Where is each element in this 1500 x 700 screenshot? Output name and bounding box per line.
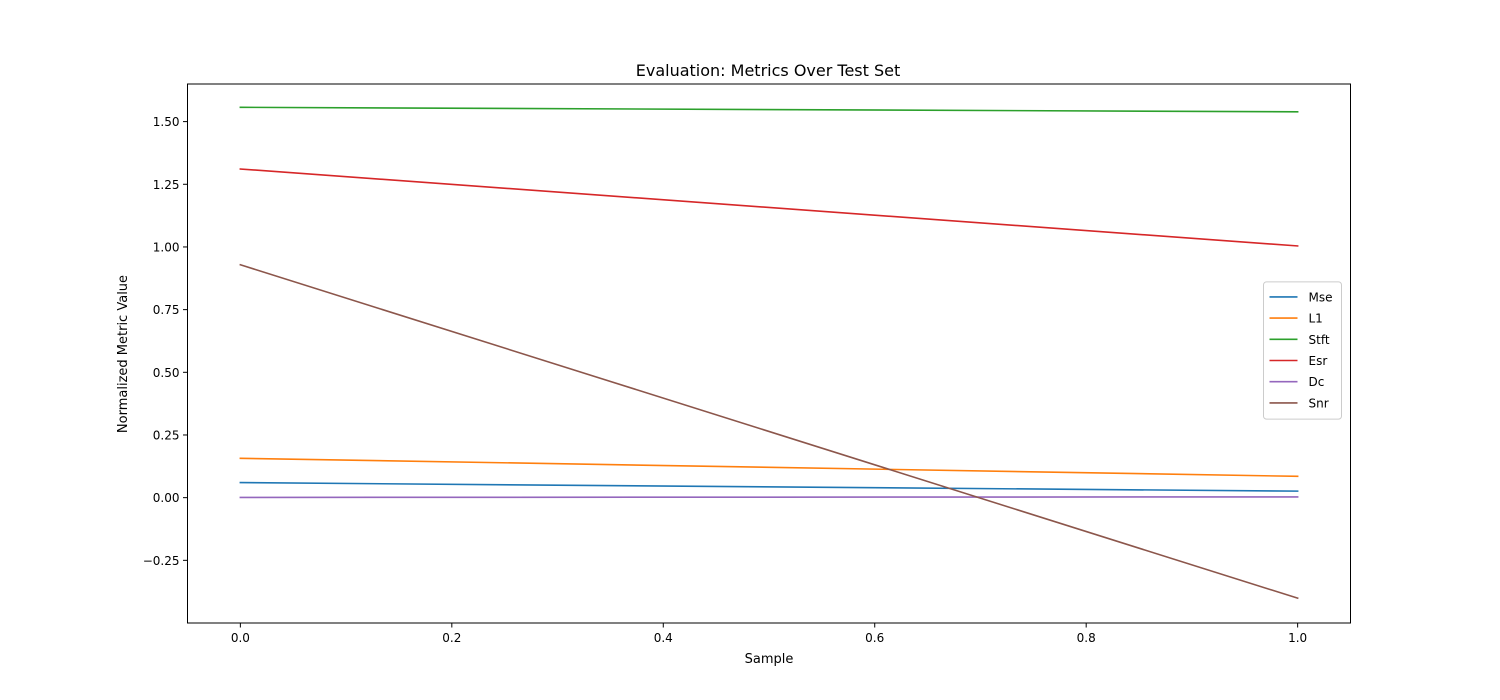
chart-title: Evaluation: Metrics Over Test Set bbox=[636, 61, 901, 80]
legend-box bbox=[1263, 281, 1342, 420]
series-line-esr bbox=[239, 168, 1299, 247]
y-tick-label: 1.00 bbox=[153, 240, 180, 254]
legend-label-l1: L1 bbox=[1309, 312, 1323, 326]
y-tick-label: 0.75 bbox=[153, 303, 180, 317]
y-tick-label: 0.00 bbox=[153, 491, 180, 505]
legend-label-stft: Stft bbox=[1309, 333, 1330, 347]
legend: Mse L1 Stft Esr Dc Snr bbox=[1263, 281, 1342, 420]
y-tick-label: 1.50 bbox=[153, 115, 180, 129]
x-tick-label: 0.8 bbox=[1077, 631, 1096, 645]
plot-area bbox=[187, 84, 1351, 623]
x-tick-label: 1.0 bbox=[1288, 631, 1307, 645]
x-tick-label: 0.4 bbox=[654, 631, 673, 645]
legend-label-snr: Snr bbox=[1309, 396, 1329, 410]
series-line-l1 bbox=[239, 457, 1299, 478]
y-tick-label: 0.50 bbox=[153, 366, 180, 380]
x-tick-label: 0.2 bbox=[442, 631, 461, 645]
series-line-stft bbox=[239, 106, 1299, 113]
x-axis: 0.0 0.2 0.4 0.6 0.8 1.0 bbox=[231, 623, 1307, 645]
y-tick-label: −0.25 bbox=[143, 554, 180, 568]
x-tick-label: 0.6 bbox=[865, 631, 884, 645]
series-line-snr bbox=[239, 263, 1299, 600]
y-tick-label: 1.25 bbox=[153, 178, 180, 192]
plot-frame bbox=[187, 83, 1351, 624]
series-line-mse bbox=[239, 481, 1299, 492]
legend-label-mse: Mse bbox=[1309, 290, 1333, 304]
series-layer bbox=[239, 106, 1299, 600]
y-axis: −0.25 0.00 0.25 0.50 0.75 1.00 1.25 1.50 bbox=[143, 115, 188, 568]
legend-label-esr: Esr bbox=[1309, 354, 1328, 368]
legend-label-dc: Dc bbox=[1309, 375, 1325, 389]
series-line-dc bbox=[239, 496, 1299, 499]
y-tick-label: 0.25 bbox=[153, 428, 180, 442]
x-tick-label: 0.0 bbox=[231, 631, 250, 645]
x-axis-label: Sample bbox=[745, 652, 794, 667]
y-axis-label: Normalized Metric Value bbox=[116, 275, 131, 433]
